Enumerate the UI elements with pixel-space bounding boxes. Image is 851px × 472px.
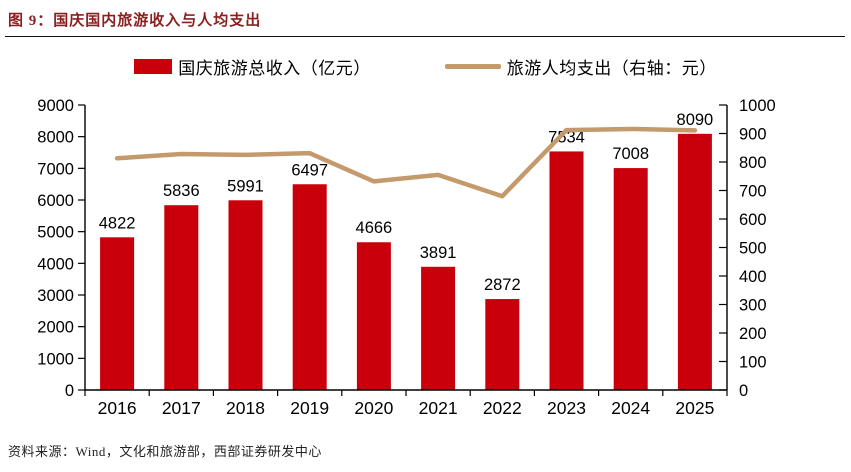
source-note: 资料来源：Wind，文化和旅游部，西部证券研发中心 [8, 444, 322, 459]
left-axis-tick-label: 9000 [37, 97, 74, 115]
x-axis-label-2020: 2020 [354, 398, 393, 418]
right-axis-tick-label: 300 [739, 297, 767, 315]
legend-bar-swatch [134, 59, 173, 74]
bar-value-label-2020: 4666 [356, 219, 393, 237]
left-axis-tick-label: 8000 [37, 129, 74, 147]
bar-2024 [613, 168, 648, 390]
right-axis-tick-label: 900 [739, 126, 767, 144]
line-series-per-capita-spending [114, 126, 698, 199]
left-axis-tick-label: 5000 [37, 224, 74, 242]
left-axis-tick-label: 3000 [37, 287, 74, 305]
left-axis-tick-label: 1000 [37, 350, 74, 368]
bar-2021 [421, 266, 456, 390]
bar-2016 [100, 237, 135, 390]
right-axis-tick-label: 500 [739, 240, 767, 258]
bar-2020 [356, 242, 391, 390]
bar-value-label-2016: 4822 [99, 214, 136, 232]
right-axis-tick-label: 0 [739, 382, 748, 400]
bar-value-label-2019: 6497 [291, 161, 328, 179]
bar-2022 [485, 299, 520, 390]
x-axis-label-2021: 2021 [419, 398, 458, 418]
x-axis-label-2024: 2024 [611, 398, 650, 418]
legend-item-spending: 旅游人均支出（右轴：元） [444, 54, 717, 79]
x-axis-label-2016: 2016 [98, 398, 137, 418]
bar-2019 [292, 184, 327, 390]
right-axis-tick-label: 600 [739, 211, 767, 229]
bar-value-label-2018: 5991 [227, 177, 264, 195]
legend-line-label: 旅游人均支出（右轴：元） [506, 59, 717, 78]
right-axis-tick-label: 800 [739, 154, 767, 172]
bar-2025 [677, 133, 712, 391]
title-divider [5, 36, 845, 37]
right-axis-tick-label: 1000 [739, 97, 776, 115]
x-axis-label-2019: 2019 [290, 398, 329, 418]
chart-legend: 国庆旅游总收入（亿元） 旅游人均支出（右轴：元） [0, 54, 851, 79]
left-axis-tick-label: 4000 [37, 255, 74, 273]
x-axis-label-2025: 2025 [675, 398, 714, 418]
bar-value-label-2025: 8090 [677, 111, 714, 129]
figure-title: 图 9：国庆国内旅游收入与人均支出 [8, 13, 262, 29]
x-axis-label-2023: 2023 [547, 398, 586, 418]
bar-2017 [164, 205, 199, 390]
bar-value-label-2017: 5836 [163, 182, 200, 200]
x-axis-label-2017: 2017 [162, 398, 201, 418]
right-axis-tick-label: 700 [739, 183, 767, 201]
legend-item-revenue: 国庆旅游总收入（亿元） [134, 54, 371, 79]
x-axis-label-2018: 2018 [226, 398, 265, 418]
bar-value-label-2022: 2872 [484, 276, 521, 294]
legend-bar-label: 国庆旅游总收入（亿元） [178, 59, 371, 78]
x-axis-label-2022: 2022 [483, 398, 522, 418]
left-axis-tick-label: 2000 [37, 319, 74, 337]
right-axis-tick-label: 200 [739, 325, 767, 343]
left-axis-tick-label: 6000 [37, 192, 74, 210]
bar-value-label-2021: 3891 [420, 244, 457, 262]
right-axis-tick-label: 100 [739, 354, 767, 372]
right-axis-tick-label: 400 [739, 268, 767, 286]
legend-line-swatch [444, 64, 501, 69]
bar-2023 [549, 151, 584, 390]
left-axis-tick-label: 0 [65, 382, 74, 400]
bar-2018 [228, 200, 263, 390]
left-axis-tick-label: 7000 [37, 160, 74, 178]
bar-value-label-2024: 7008 [612, 145, 649, 163]
